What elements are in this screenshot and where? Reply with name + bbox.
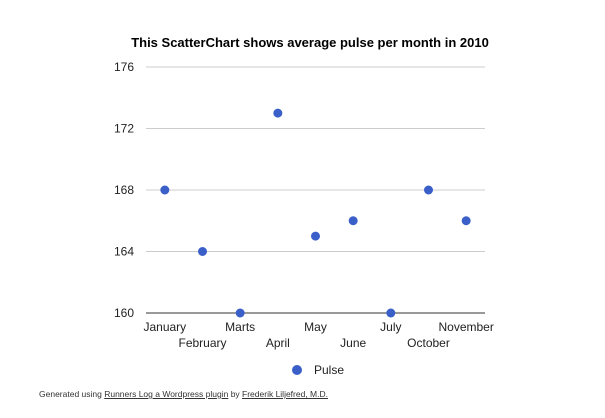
y-tick-label: 168 (114, 183, 134, 197)
y-axis-ticks: 160 164 168 172 176 (114, 60, 134, 320)
legend-label: Pulse (314, 363, 344, 377)
y-tick-label: 160 (114, 306, 134, 320)
data-point[interactable] (198, 247, 207, 256)
author-link[interactable]: Frederik Liljefred, M.D. (242, 389, 328, 399)
x-tick-label: October (407, 336, 450, 350)
data-point[interactable] (461, 216, 471, 226)
data-point[interactable] (311, 231, 320, 241)
footer-credit: Generated using Runners Log a Wordpress … (39, 389, 328, 399)
data-point[interactable] (386, 308, 396, 318)
legend[interactable]: Pulse (292, 363, 344, 377)
footer-middle: by (228, 389, 243, 399)
x-tick-label: January (143, 320, 186, 334)
y-tick-label: 164 (114, 245, 134, 259)
x-tick-label: February (178, 336, 226, 350)
x-axis-ticks: January February Marts April May June July Octo… (143, 320, 493, 350)
x-tick-label: November (438, 320, 493, 334)
chart-title: This ScatterChart shows average pulse pe… (131, 35, 489, 50)
x-tick-label: April (266, 336, 290, 350)
x-tick-label: Marts (225, 320, 255, 334)
x-tick-label: July (380, 320, 401, 334)
grid (146, 66, 485, 314)
plugin-link[interactable]: Runners Log a Wordpress plugin (104, 389, 229, 399)
data-point[interactable] (424, 185, 433, 195)
x-tick-label: May (304, 320, 327, 334)
y-tick-label: 172 (114, 122, 134, 136)
data-point[interactable] (235, 308, 245, 318)
data-point[interactable] (160, 185, 170, 195)
y-tick-label: 176 (114, 60, 134, 74)
data-point[interactable] (348, 216, 358, 226)
data-points (160, 108, 471, 318)
legend-marker (292, 365, 302, 375)
footer-prefix: Generated using (39, 389, 105, 399)
x-tick-label: June (340, 336, 366, 350)
data-point[interactable] (273, 108, 283, 118)
